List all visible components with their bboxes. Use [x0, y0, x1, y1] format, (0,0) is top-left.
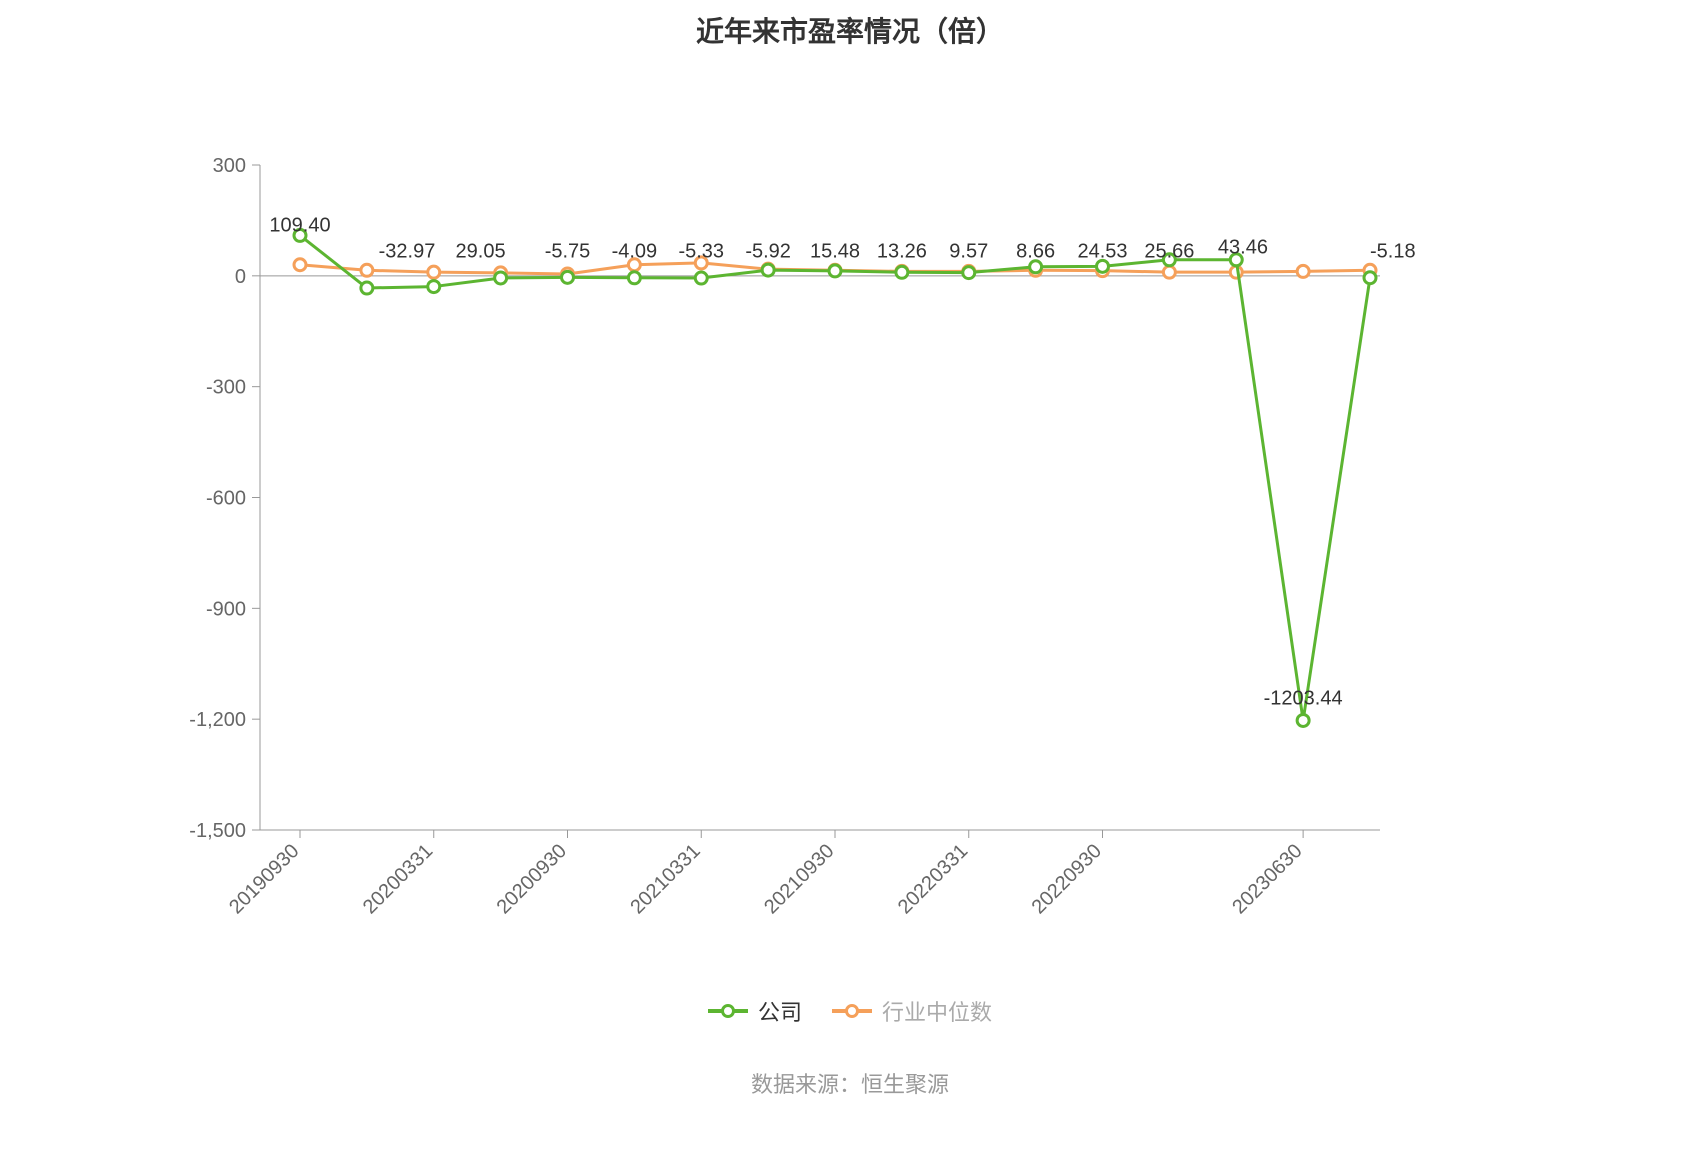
x-tick-label: 20220930: [1028, 840, 1106, 918]
x-tick-label: 20230630: [1228, 840, 1306, 918]
x-tick-label: 20200930: [493, 840, 571, 918]
data-label: 29.05: [456, 240, 506, 262]
x-tick-label: 20210331: [626, 840, 704, 918]
data-label: 9.57: [949, 240, 988, 262]
data-label: 24.53: [1077, 240, 1127, 262]
legend-marker: [832, 1001, 872, 1021]
series-marker: [1163, 266, 1175, 278]
y-tick-label: -1,200: [189, 709, 246, 731]
legend-label: 行业中位数: [882, 995, 992, 1027]
data-label: 109.40: [269, 215, 330, 237]
series-marker: [963, 267, 975, 279]
series-marker: [1297, 265, 1309, 277]
data-label: -5.33: [678, 240, 724, 262]
legend-item[interactable]: 行业中位数: [832, 995, 992, 1027]
data-label: -4.09: [612, 240, 658, 262]
series-marker: [361, 264, 373, 276]
series-marker: [1364, 272, 1376, 284]
y-tick-label: -600: [206, 488, 246, 510]
x-tick-label: 20190930: [225, 840, 303, 918]
series-marker: [829, 265, 841, 277]
y-tick-label: -1,500: [189, 820, 246, 842]
y-tick-label: -300: [206, 377, 246, 399]
data-label: 15.48: [810, 240, 860, 262]
series-marker: [695, 272, 707, 284]
data-label: -5.18: [1370, 240, 1416, 262]
series-marker: [495, 272, 507, 284]
data-label: 8.66: [1016, 240, 1055, 262]
x-tick-label: 20210930: [760, 840, 838, 918]
data-label: 25.66: [1144, 240, 1194, 262]
line-chart-svg: -1,500 -1,200 -900 -600 -300 0 300 20190930 2020…: [0, 50, 1700, 980]
legend: 公司 行业中位数: [0, 995, 1700, 1027]
data-label: -32.97: [379, 240, 436, 262]
series-marker: [361, 282, 373, 294]
x-tick-label: 20220331: [894, 840, 972, 918]
series-marker: [762, 264, 774, 276]
series-line: [300, 235, 1370, 720]
data-label: -5.92: [745, 240, 791, 262]
series-marker: [294, 259, 306, 271]
legend-marker: [708, 1001, 748, 1021]
y-tick-label: 0: [235, 266, 246, 288]
series-marker: [562, 271, 574, 283]
data-label: 13.26: [877, 240, 927, 262]
legend-label: 公司: [758, 995, 802, 1027]
data-label: 43.46: [1218, 237, 1268, 259]
y-tick-label: 300: [213, 155, 246, 177]
series-marker: [628, 272, 640, 284]
data-source-label: 数据来源：恒生聚源: [0, 1067, 1700, 1099]
x-tick-label: 20200331: [359, 840, 437, 918]
chart-area: -1,500 -1,200 -900 -600 -300 0 300 20190930 2020…: [0, 50, 1700, 985]
chart-title: 近年来市盈率情况（倍）: [0, 0, 1700, 50]
y-tick-label: -900: [206, 598, 246, 620]
data-label: -5.75: [545, 240, 591, 262]
series-marker: [428, 281, 440, 293]
data-label: -1203.44: [1264, 687, 1343, 709]
series-marker: [1030, 261, 1042, 273]
series-marker: [1297, 714, 1309, 726]
series-marker: [896, 266, 908, 278]
legend-item[interactable]: 公司: [708, 995, 802, 1027]
series-marker: [428, 266, 440, 278]
